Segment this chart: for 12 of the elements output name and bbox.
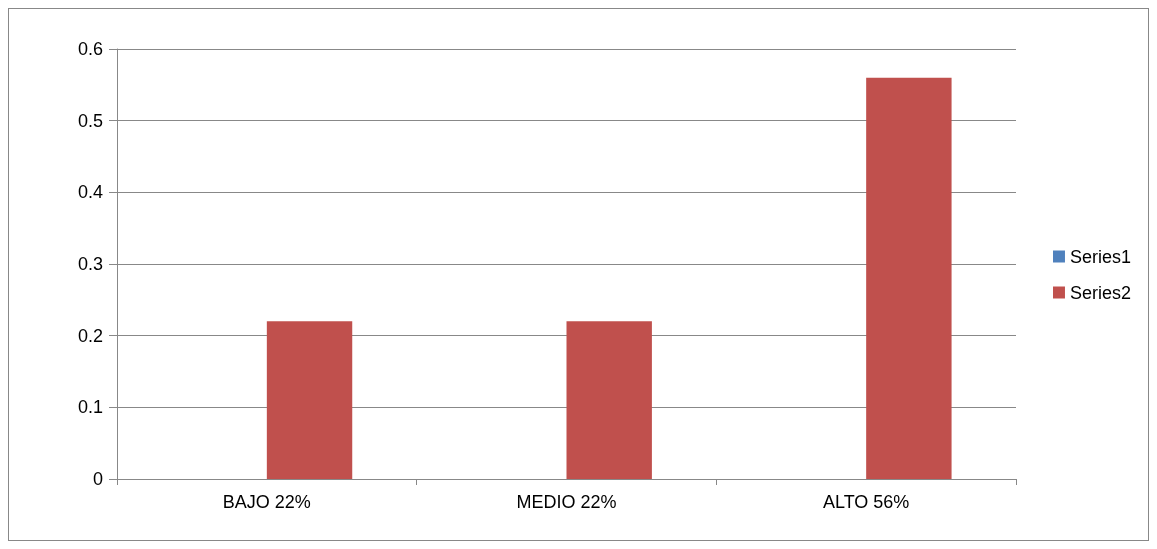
y-tick-label: 0.4 xyxy=(77,182,103,203)
y-tick-label: 0 xyxy=(92,469,103,489)
legend-label: Series2 xyxy=(1069,282,1131,303)
y-tick-label: 0.2 xyxy=(77,325,103,346)
y-tick-label: 0.5 xyxy=(77,110,103,131)
y-tick-label: 0.3 xyxy=(77,254,103,274)
x-tick-label: ALTO 56% xyxy=(822,492,910,512)
x-tick-label: BAJO 22% xyxy=(222,492,311,512)
legend-label: Series1 xyxy=(1069,246,1131,267)
y-tick-label: 0.1 xyxy=(77,397,103,418)
x-tick-label: MEDIO 22% xyxy=(516,492,617,512)
y-tick-label: 0.6 xyxy=(77,39,103,59)
